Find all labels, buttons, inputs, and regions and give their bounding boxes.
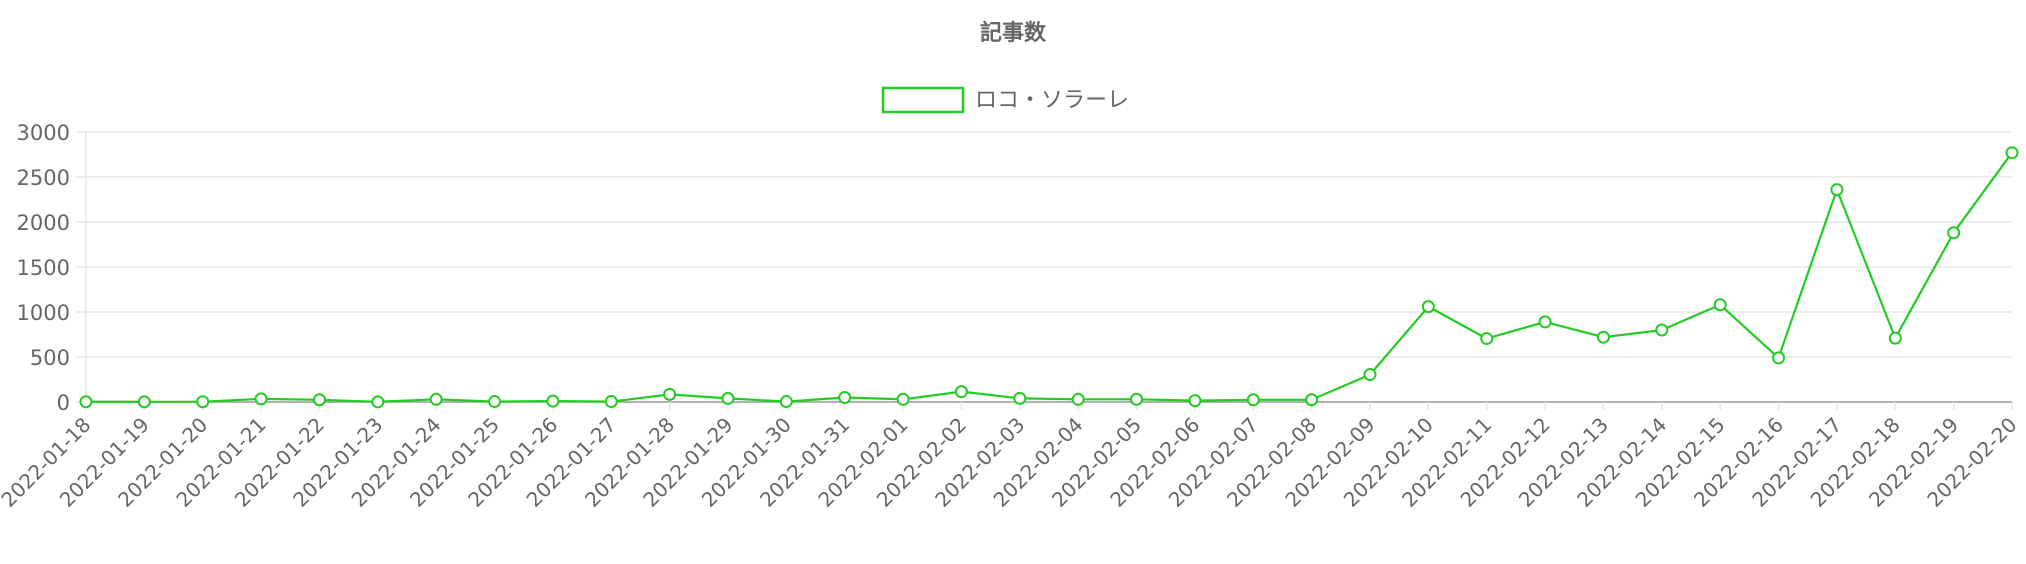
data-point[interactable]	[254, 392, 268, 406]
data-point[interactable]	[1480, 332, 1494, 346]
data-point[interactable]	[429, 392, 443, 406]
data-point[interactable]	[137, 395, 151, 409]
data-point[interactable]	[196, 395, 210, 409]
data-point[interactable]	[1188, 394, 1202, 408]
data-point[interactable]	[2005, 146, 2019, 160]
y-axis: 0 500 1000 1500 2000 2500 3000	[17, 121, 87, 415]
data-point[interactable]	[1013, 391, 1027, 405]
data-point[interactable]	[1421, 300, 1435, 314]
data-point[interactable]	[1888, 331, 1902, 345]
data-point[interactable]	[663, 387, 677, 401]
data-point[interactable]	[1830, 183, 1844, 197]
data-point[interactable]	[1947, 226, 1961, 240]
data-point[interactable]	[954, 385, 968, 399]
legend-label: ロコ・ソラーレ	[975, 88, 1129, 113]
y-tick-label: 2500	[17, 166, 70, 190]
data-point[interactable]	[604, 395, 618, 409]
y-tick-label: 0	[57, 391, 70, 415]
chart-title: 記事数	[980, 20, 1047, 46]
data-point[interactable]	[1130, 392, 1144, 406]
data-point[interactable]	[371, 395, 385, 409]
data-point[interactable]	[1071, 392, 1085, 406]
y-tick-label: 1000	[17, 301, 70, 325]
data-point[interactable]	[546, 394, 560, 408]
series-layer	[79, 146, 2019, 409]
data-point[interactable]	[488, 395, 502, 409]
y-tick-label: 2000	[17, 211, 70, 235]
legend-swatch	[881, 86, 965, 114]
data-point[interactable]	[312, 393, 326, 407]
y-tick-label: 500	[30, 346, 70, 370]
legend[interactable]: ロコ・ソラーレ	[881, 86, 1129, 114]
data-point[interactable]	[1363, 368, 1377, 382]
y-tick-label: 3000	[17, 121, 70, 145]
x-axis: 2022-01-182022-01-192022-01-202022-01-21…	[0, 402, 2022, 512]
data-point[interactable]	[1305, 393, 1319, 407]
data-point[interactable]	[896, 392, 910, 406]
data-point[interactable]	[1538, 315, 1552, 329]
data-point[interactable]	[779, 395, 793, 409]
data-point[interactable]	[1596, 330, 1610, 344]
data-point[interactable]	[79, 395, 93, 409]
data-point[interactable]	[1246, 393, 1260, 407]
data-point[interactable]	[1713, 298, 1727, 312]
data-point[interactable]	[1772, 351, 1786, 365]
data-point[interactable]	[1655, 323, 1669, 337]
series-line	[85, 152, 2013, 403]
grid	[86, 131, 2012, 403]
y-tick-label: 1500	[17, 256, 70, 280]
data-point[interactable]	[838, 391, 852, 404]
data-point[interactable]	[721, 391, 735, 405]
